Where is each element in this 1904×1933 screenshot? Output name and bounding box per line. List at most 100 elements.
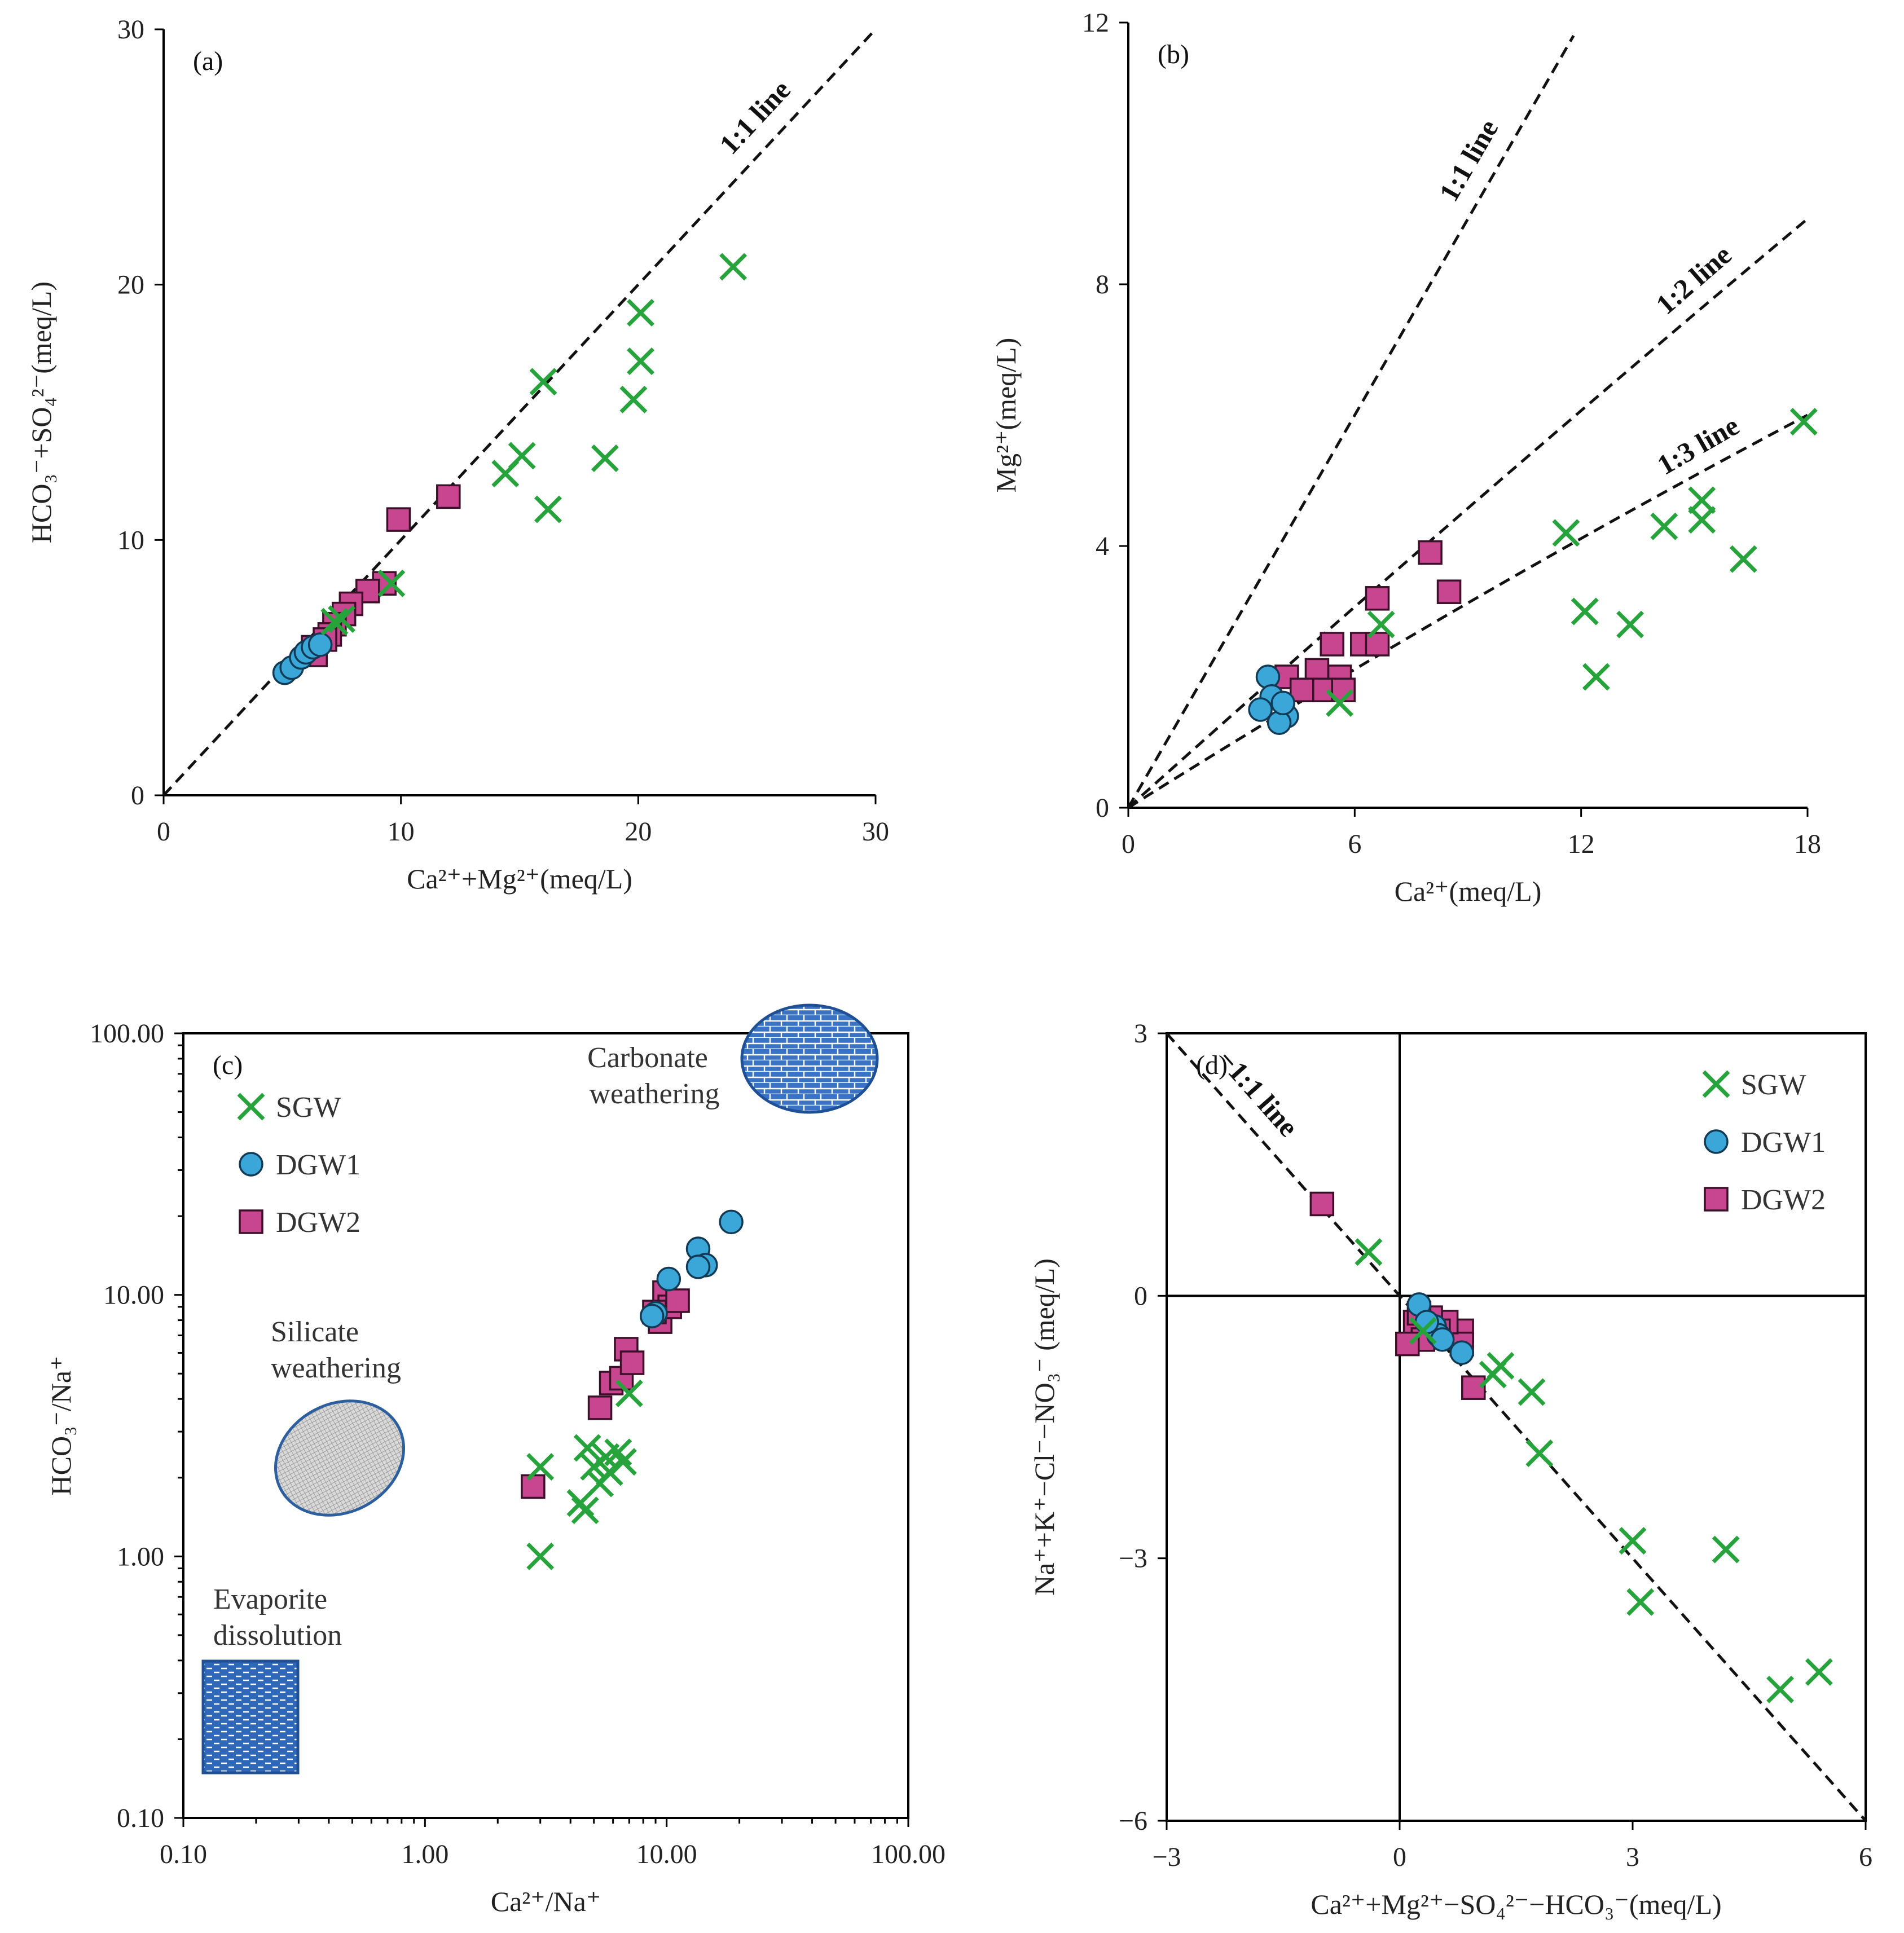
x-stroke — [1582, 663, 1610, 691]
data-point-sgw — [526, 1542, 555, 1570]
data-point-sgw — [1367, 610, 1395, 639]
x-stroke — [719, 253, 747, 281]
data-point-sgw — [609, 1448, 637, 1476]
panel-c: 0.10 1.00 10.00 100.00 0.10 1.00 10.00 100.00 Ca… — [45, 1003, 946, 1917]
x-stroke — [1702, 1070, 1730, 1098]
panel-label: (d) — [1196, 1050, 1228, 1080]
panel-label: (b) — [1158, 39, 1189, 69]
data-point-dgw1 — [1270, 690, 1295, 716]
x-stroke — [1518, 1378, 1546, 1406]
data-point-sgw — [1688, 486, 1716, 514]
x-stroke — [604, 1438, 632, 1467]
x-stroke — [1525, 1439, 1554, 1468]
data-point-sgw — [1805, 1658, 1833, 1686]
panel-label: (a) — [193, 46, 223, 76]
x-stroke — [1626, 1588, 1655, 1616]
data-point-sgw — [1326, 689, 1354, 717]
carbonate-weathering-label: weathering — [589, 1078, 719, 1110]
legend-label-sgw: SGW — [276, 1091, 341, 1124]
y-axis-title: Na⁺+K⁺−Cl⁻−NO₃⁻ (meq/L) — [1028, 1258, 1060, 1596]
x-stroke — [526, 1453, 555, 1481]
x-stroke — [1616, 610, 1644, 639]
x-stroke — [573, 1434, 601, 1462]
data-point-sgw — [571, 1496, 599, 1525]
reference-line-label: 1:3 line — [1652, 410, 1744, 481]
y-tick-label: 100.00 — [90, 1019, 164, 1049]
x-tick-label: 6 — [1859, 1842, 1872, 1872]
y-tick-label: 20 — [117, 270, 144, 300]
x-stroke — [529, 368, 557, 396]
data-point-dgw2 — [1436, 579, 1462, 604]
reference-line — [1127, 34, 1575, 809]
carbonate-weathering-label: Carbonate — [587, 1042, 708, 1074]
data-point-sgw — [1518, 1378, 1546, 1406]
x-stroke — [526, 1542, 555, 1570]
data-point-dgw2 — [436, 484, 461, 509]
panel-b: 0 6 12 18 0 4 8 12 Ca²⁺(meq/L) Mg²⁺(meq/L) (b) 1:1 … — [990, 8, 1821, 907]
data-point-sgw — [1582, 663, 1610, 691]
y-tick-label: 8 — [1096, 270, 1109, 300]
data-point-sgw — [1789, 408, 1818, 436]
x-tick-label: 3 — [1626, 1842, 1639, 1872]
reference-line — [1127, 218, 1809, 809]
data-point-dgw1 — [1267, 710, 1292, 735]
series-sgw — [526, 1379, 643, 1570]
silicate-weathering-label: Silicate — [271, 1316, 359, 1348]
x-stroke — [1619, 1527, 1647, 1555]
data-point-sgw — [1712, 1535, 1740, 1564]
data-point-sgw — [1571, 597, 1599, 626]
series-sgw — [1355, 1238, 1833, 1703]
x-stroke — [1766, 1675, 1795, 1703]
evaporite-dissolution-region — [201, 1659, 300, 1775]
x-stroke — [1729, 545, 1757, 573]
y-tick-label: 4 — [1096, 531, 1109, 561]
data-point-sgw — [1619, 1527, 1647, 1555]
series-dgw1 — [640, 1209, 744, 1328]
x-tick-label: 10 — [388, 817, 415, 847]
data-point-sgw — [719, 253, 747, 281]
data-point-dgw1 — [307, 632, 333, 657]
x-stroke — [1571, 597, 1599, 626]
data-point-sgw — [627, 298, 655, 327]
reference-line-label: 1:1 line — [713, 74, 797, 160]
x-stroke — [627, 298, 655, 327]
x-stroke — [1805, 1658, 1833, 1686]
x-stroke — [591, 444, 619, 472]
x-tick-label: 1.00 — [401, 1839, 448, 1869]
data-point-sgw — [619, 385, 648, 413]
reference-line — [1127, 413, 1809, 809]
x-stroke — [1712, 1535, 1740, 1564]
carbonate-weathering-region — [740, 1003, 879, 1114]
legend-label-dgw2: DGW2 — [276, 1207, 360, 1239]
y-axis-title: HCO₃⁻/Na⁺ — [45, 1356, 77, 1496]
legend-label-dgw1: DGW1 — [276, 1149, 360, 1181]
series-sgw — [320, 253, 747, 636]
x-tick-label: 0 — [1122, 829, 1135, 859]
x-tick-label: 18 — [1794, 829, 1821, 859]
x-axis-title: Ca²⁺/Na⁺ — [491, 1886, 601, 1917]
y-tick-label: 0 — [131, 781, 144, 811]
y-tick-label: 12 — [1082, 8, 1109, 38]
legend-label-sgw: SGW — [1741, 1069, 1806, 1101]
x-stroke — [377, 569, 406, 597]
x-stroke — [328, 605, 355, 633]
x-stroke — [1552, 519, 1580, 547]
data-point-sgw — [1688, 506, 1716, 534]
data-point-dgw2 — [1309, 1191, 1335, 1217]
legend: SGW DGW1 DGW2 — [1702, 1069, 1826, 1216]
data-point-sgw — [1766, 1675, 1795, 1703]
x-tick-label: 20 — [625, 817, 652, 847]
data-point-sgw — [491, 460, 520, 488]
data-point-dgw1 — [719, 1209, 744, 1235]
x-stroke — [1789, 408, 1818, 436]
data-point-dgw2 — [355, 579, 380, 604]
x-tick-label: 12 — [1568, 829, 1595, 859]
legend-marker-dgw1 — [1704, 1129, 1729, 1154]
data-point-sgw — [595, 1458, 623, 1486]
data-point-sgw — [1487, 1351, 1515, 1380]
y-tick-label: 10.00 — [103, 1280, 164, 1310]
x-stroke — [534, 495, 562, 523]
data-point-dgw2 — [665, 1288, 690, 1313]
data-point-dgw1 — [640, 1304, 665, 1328]
y-tick-label: 30 — [117, 15, 144, 45]
